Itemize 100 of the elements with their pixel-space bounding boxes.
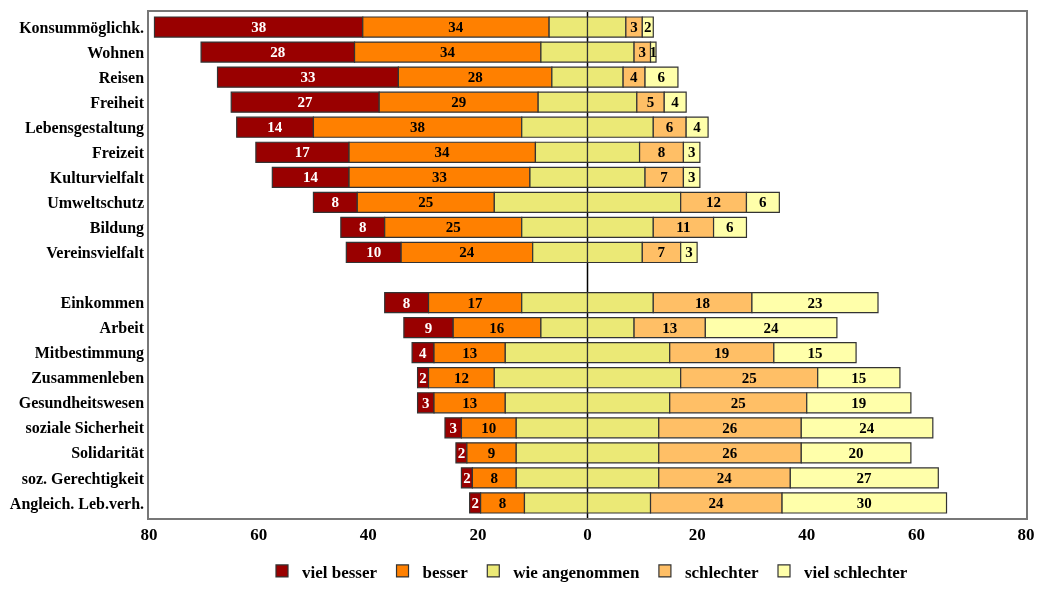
y-tick-label: Konsummöglichk. bbox=[19, 18, 145, 37]
y-tick-label: Gesundheitswesen bbox=[18, 394, 145, 412]
x-tick-label: 40 bbox=[798, 525, 816, 545]
data-label: 8 bbox=[657, 144, 666, 161]
data-label: 14 bbox=[302, 169, 319, 186]
data-label: 8 bbox=[402, 294, 411, 311]
data-label: 3 bbox=[638, 44, 647, 61]
x-tick-label: 20 bbox=[469, 525, 487, 545]
data-label: 19 bbox=[851, 394, 867, 411]
data-label: 4 bbox=[671, 94, 680, 111]
legend-label: viel besser bbox=[302, 562, 378, 582]
y-tick-label: Kulturvielfalt bbox=[49, 168, 145, 186]
x-tick-label: 60 bbox=[250, 525, 268, 545]
data-label: 4 bbox=[693, 119, 702, 136]
data-label: 25 bbox=[741, 369, 757, 386]
data-label: 17 bbox=[294, 144, 311, 161]
data-label: 27 bbox=[297, 94, 313, 111]
data-label: 20 bbox=[848, 444, 864, 461]
data-label: 34 bbox=[439, 44, 456, 61]
y-tick-label: Umweltschutz bbox=[47, 193, 145, 211]
legend-label: besser bbox=[422, 562, 469, 582]
data-label: 12 bbox=[453, 369, 469, 386]
data-label: 27 bbox=[856, 469, 873, 486]
data-label: 8 bbox=[359, 219, 367, 236]
x-tick-label: 80 bbox=[140, 525, 158, 545]
data-label: 17 bbox=[467, 294, 483, 311]
data-label: 4 bbox=[630, 69, 639, 86]
data-label: 7 bbox=[660, 169, 669, 186]
data-label: 8 bbox=[490, 469, 499, 486]
y-tick-label: Zusammenleben bbox=[31, 369, 145, 387]
data-label: 38 bbox=[251, 19, 267, 36]
x-tick-label: 20 bbox=[688, 525, 706, 545]
data-label: 13 bbox=[462, 394, 478, 411]
data-label: 24 bbox=[708, 494, 725, 511]
data-label: 24 bbox=[459, 244, 475, 261]
data-label: 2 bbox=[457, 444, 466, 461]
data-label: 15 bbox=[851, 369, 867, 386]
data-label: 11 bbox=[676, 219, 691, 236]
data-label: 3 bbox=[630, 19, 638, 36]
data-label: 3 bbox=[449, 419, 457, 436]
data-label: 25 bbox=[730, 394, 746, 411]
data-label: 9 bbox=[424, 319, 433, 336]
data-label: 34 bbox=[448, 19, 464, 36]
data-label: 24 bbox=[763, 319, 779, 336]
y-tick-label: Reisen bbox=[98, 68, 145, 86]
data-label: 16 bbox=[489, 319, 505, 336]
legend-label: viel schlechter bbox=[804, 562, 908, 582]
x-tick-label: 40 bbox=[359, 525, 377, 545]
data-label: 13 bbox=[462, 344, 478, 361]
data-label: 12 bbox=[706, 194, 722, 211]
y-tick-label: Angleich. Leb.verh. bbox=[9, 494, 145, 513]
y-tick-label: Solidarität bbox=[71, 444, 145, 462]
data-label: 26 bbox=[722, 444, 738, 461]
y-tick-label: Vereinsvielfalt bbox=[46, 244, 145, 262]
data-label: 14 bbox=[267, 119, 283, 136]
data-label: 8 bbox=[331, 194, 340, 211]
y-tick-label: Mitbestimmung bbox=[34, 344, 145, 363]
data-label: 23 bbox=[807, 294, 823, 311]
data-label: 30 bbox=[856, 494, 872, 511]
data-label: 2 bbox=[419, 369, 427, 386]
data-label: 34 bbox=[434, 144, 450, 161]
data-label: 6 bbox=[657, 69, 666, 86]
y-tick-label: Freiheit bbox=[90, 93, 145, 111]
data-label: 6 bbox=[726, 219, 735, 236]
data-label: 28 bbox=[270, 44, 286, 61]
data-label: 25 bbox=[418, 194, 434, 211]
data-label: 5 bbox=[646, 94, 655, 111]
data-label: 10 bbox=[481, 419, 497, 436]
data-label: 2 bbox=[644, 19, 652, 36]
data-label: 6 bbox=[758, 194, 767, 211]
data-label: 26 bbox=[722, 419, 738, 436]
x-tick-label: 80 bbox=[1017, 525, 1035, 545]
x-tick-label: 60 bbox=[907, 525, 925, 545]
y-tick-label: Lebensgestaltung bbox=[24, 118, 145, 137]
y-tick-label: soz. Gerechtigkeit bbox=[21, 469, 145, 488]
data-label: 15 bbox=[807, 344, 823, 361]
y-tick-label: Bildung bbox=[89, 219, 145, 238]
data-label: 29 bbox=[451, 94, 467, 111]
data-label: 10 bbox=[366, 244, 382, 261]
data-label: 38 bbox=[410, 119, 426, 136]
data-label: 2 bbox=[471, 494, 479, 511]
y-tick-label: Wohnen bbox=[87, 43, 145, 61]
data-label: 2 bbox=[463, 469, 471, 486]
data-label: 3 bbox=[685, 244, 693, 261]
data-label: 9 bbox=[487, 444, 496, 461]
data-label: 8 bbox=[498, 494, 507, 511]
data-label: 19 bbox=[714, 344, 730, 361]
data-label: 7 bbox=[657, 244, 666, 261]
legend-label: wie angenommen bbox=[513, 562, 640, 582]
data-label: 3 bbox=[422, 394, 430, 411]
data-label: 4 bbox=[419, 344, 428, 361]
x-tick-label: 0 bbox=[583, 525, 592, 545]
data-label: 33 bbox=[300, 69, 316, 86]
data-label: 25 bbox=[445, 219, 461, 236]
data-label: 18 bbox=[695, 294, 711, 311]
y-tick-label: Freizeit bbox=[91, 143, 145, 161]
data-label: 28 bbox=[467, 69, 483, 86]
data-label: 24 bbox=[859, 419, 875, 436]
legend-label: schlechter bbox=[684, 562, 759, 582]
data-label: 3 bbox=[687, 144, 696, 161]
